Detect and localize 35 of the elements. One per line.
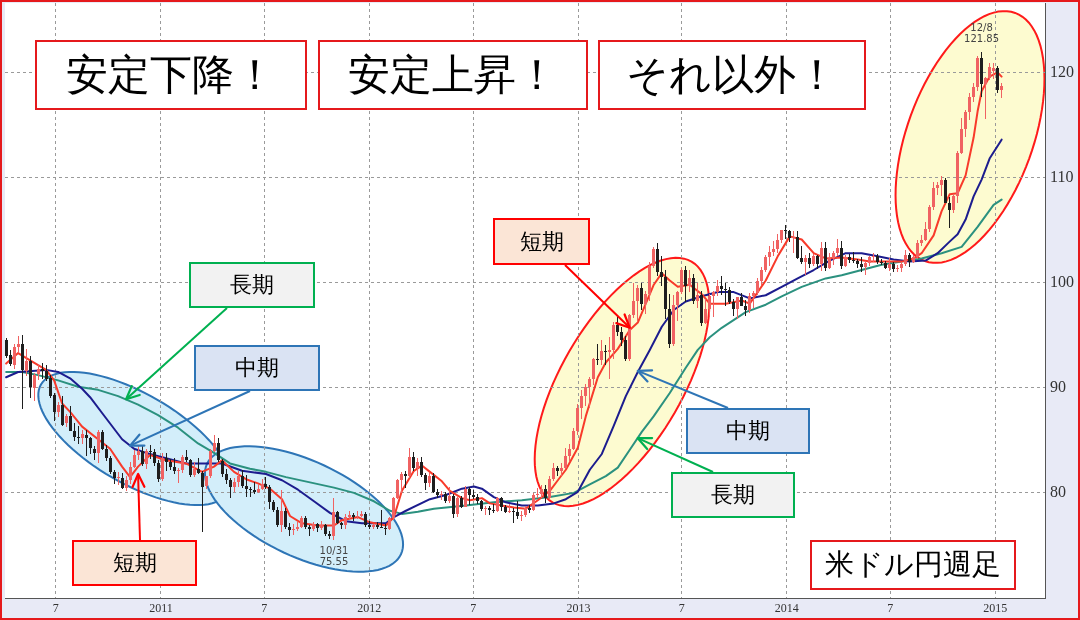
y-tick-label: 80 [1050, 483, 1066, 501]
candlestick [784, 225, 787, 239]
x-tick-label: 7 [52, 601, 59, 616]
y-tick-label: 100 [1050, 272, 1074, 290]
x-tick-label: 2012 [357, 601, 382, 616]
y-tick-label: 90 [1050, 377, 1066, 395]
candlestick [380, 510, 383, 528]
candlestick [852, 252, 855, 263]
candlestick [292, 524, 295, 535]
annotation: 10/31 75.55 [319, 544, 349, 568]
candlestick [77, 426, 80, 444]
candlestick [512, 508, 515, 523]
candlestick [117, 472, 120, 485]
x-tick-label: 2014 [774, 601, 799, 616]
x-tick-label: 2015 [983, 601, 1008, 616]
candlestick [724, 283, 727, 306]
candlestick [177, 468, 180, 483]
candlestick [608, 337, 611, 379]
candlestick [536, 488, 539, 498]
x-tick-label: 7 [261, 601, 268, 616]
x-tick-label: 7 [678, 601, 685, 616]
candlestick [792, 231, 795, 253]
candlestick [596, 344, 599, 365]
candlestick [604, 345, 607, 365]
x-tick-label: 2013 [566, 601, 591, 616]
candlestick [249, 487, 252, 497]
candlestick [384, 524, 387, 535]
annotation: 12/8 121.85 [964, 21, 1000, 45]
y-tick-label: 110 [1050, 167, 1074, 185]
y-tick-label: 120 [1050, 62, 1074, 80]
x-tick-label: 2011 [149, 601, 173, 616]
x-tick-label: 7 [887, 601, 894, 616]
x-tick-label: 7 [470, 601, 477, 616]
candlestick [149, 445, 152, 459]
candlestick [520, 511, 523, 521]
